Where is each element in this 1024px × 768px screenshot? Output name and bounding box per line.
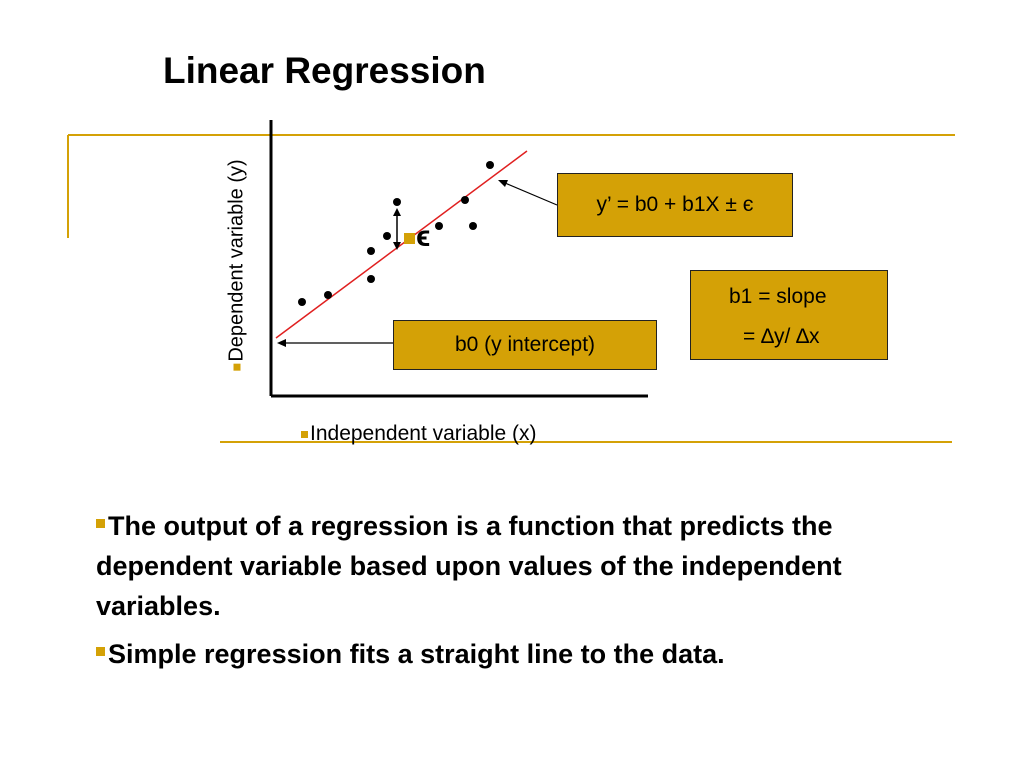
y-axis-label-text: Dependent variable (y) <box>225 159 248 362</box>
slope-text-line2: = ∆y/ ∆x <box>743 325 820 348</box>
intercept-text: b0 (y intercept) <box>454 333 596 356</box>
equation-pointer-arrow <box>498 180 558 206</box>
data-points <box>298 161 494 306</box>
bullet-square-icon <box>233 363 241 371</box>
data-point <box>469 222 477 230</box>
slope-text-line1: b1 = slope <box>729 285 827 308</box>
equation-text: y’ = b0 + b1X ± є <box>596 193 754 216</box>
slope-box: b1 = slope = ∆y/ ∆x <box>690 270 888 360</box>
bullet-square-icon <box>96 519 105 529</box>
error-symbol: ϵ <box>416 220 431 253</box>
intercept-pointer-arrow <box>277 339 393 347</box>
x-axis-label-text: Independent variable (x) <box>310 422 537 445</box>
bullet-square-icon <box>96 647 105 657</box>
bullet-item: Simple regression fits a straight line t… <box>96 634 946 674</box>
bullet-item: The output of a regression is a function… <box>96 506 946 626</box>
data-point <box>435 222 443 230</box>
equation-box: y’ = b0 + b1X ± є <box>557 173 793 237</box>
x-axis-label: Independent variable (x) <box>301 422 536 446</box>
bullet-square-icon <box>301 430 308 438</box>
bullet-text: The output of a regression is a function… <box>96 511 842 621</box>
data-point <box>383 232 391 240</box>
residual-arrow <box>393 208 401 250</box>
bullet-list: The output of a regression is a function… <box>96 506 946 682</box>
data-point <box>324 291 332 299</box>
data-point <box>393 198 401 206</box>
data-point <box>461 196 469 204</box>
slide-title: Linear Regression <box>163 50 486 91</box>
bullet-text: Simple regression fits a straight line t… <box>108 639 725 669</box>
bullet-square-icon <box>404 232 415 244</box>
y-axis-label: Dependent variable (y) <box>225 159 249 371</box>
data-point <box>486 161 494 169</box>
intercept-box: b0 (y intercept) <box>393 320 657 370</box>
data-point <box>298 298 306 306</box>
regression-line <box>275 150 528 339</box>
error-label: ϵ <box>404 222 430 252</box>
data-point <box>367 275 375 283</box>
data-point <box>367 247 375 255</box>
